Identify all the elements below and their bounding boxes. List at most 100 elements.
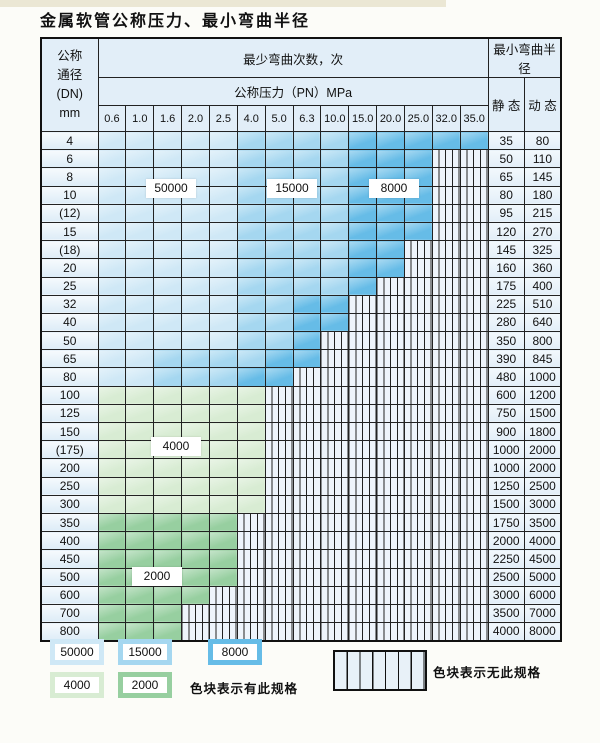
spec-cell-2000 bbox=[181, 567, 210, 587]
static-radius-value: 280 bbox=[487, 312, 525, 333]
dn-label: 200 bbox=[40, 458, 99, 478]
table-row: 200 1000 2000 bbox=[40, 458, 562, 478]
no-spec-cell bbox=[376, 403, 405, 424]
static-radius-value: 1750 bbox=[487, 512, 525, 533]
no-spec-cell bbox=[292, 494, 322, 514]
spec-cell-50000 bbox=[97, 203, 127, 223]
pressure-tick: 15.0 bbox=[348, 105, 378, 132]
spec-cell-15000 bbox=[236, 221, 266, 242]
spec-cell-50000 bbox=[181, 221, 210, 242]
dn-label: 40 bbox=[40, 312, 99, 333]
dn-label: 300 bbox=[40, 494, 99, 514]
spec-cell-50000 bbox=[97, 349, 127, 369]
table-row: 500 2500 5000 bbox=[40, 567, 562, 587]
static-radius-value: 50 bbox=[487, 149, 525, 169]
no-spec-cell bbox=[459, 403, 489, 424]
spec-cell-15000 bbox=[236, 149, 266, 169]
spec-cell-8000 bbox=[348, 221, 378, 242]
spec-cell-4000 bbox=[153, 385, 183, 405]
no-spec-cell bbox=[459, 349, 489, 369]
no-spec-cell bbox=[431, 349, 461, 369]
spec-cell-50000 bbox=[181, 203, 210, 223]
legend-no-spec-text: 色块表示无此规格 bbox=[433, 666, 542, 680]
no-spec-cell bbox=[292, 512, 322, 533]
legend-has-spec-text: 色块表示有此规格 bbox=[190, 682, 299, 696]
no-spec-cell bbox=[264, 476, 294, 496]
no-spec-cell bbox=[459, 531, 489, 551]
no-spec-cell bbox=[459, 549, 489, 569]
no-spec-cell bbox=[403, 294, 433, 314]
spec-cell-50000 bbox=[97, 312, 127, 333]
spec-cell-15000 bbox=[264, 240, 294, 260]
spec-cell-4000 bbox=[125, 440, 155, 460]
spec-cell-50000 bbox=[97, 221, 127, 242]
spec-cell-4000 bbox=[236, 440, 266, 460]
dn-header-line2: 通径 bbox=[57, 68, 83, 82]
spec-cell-15000 bbox=[264, 203, 294, 223]
spec-cell-15000 bbox=[153, 367, 183, 387]
no-spec-cell bbox=[292, 549, 322, 569]
spec-cell-50000 bbox=[208, 149, 238, 169]
spec-cell-50000 bbox=[181, 149, 210, 169]
static-radius-value: 600 bbox=[487, 385, 525, 405]
table-row: (18) 145 325 bbox=[40, 240, 562, 260]
dynamic-radius-value: 215 bbox=[523, 203, 562, 223]
static-radius-value: 2000 bbox=[487, 531, 525, 551]
static-radius-value: 120 bbox=[487, 221, 525, 242]
table-row: 65 390 845 bbox=[40, 349, 562, 369]
dn-label: 65 bbox=[40, 349, 99, 369]
no-spec-cell bbox=[376, 549, 405, 569]
spec-cell-50000 bbox=[153, 221, 183, 242]
spec-cell-4000 bbox=[153, 421, 183, 442]
spec-cell-8000 bbox=[403, 149, 433, 169]
no-spec-cell bbox=[320, 349, 350, 369]
spec-cell-4000 bbox=[208, 421, 238, 442]
pressure-tick: 2.5 bbox=[208, 105, 238, 132]
spec-cell-50000 bbox=[208, 185, 238, 205]
no-spec-cell bbox=[403, 403, 433, 424]
no-spec-cell bbox=[431, 221, 461, 242]
no-spec-cell bbox=[459, 294, 489, 314]
no-spec-cell bbox=[403, 531, 433, 551]
static-radius-value: 35 bbox=[487, 130, 525, 151]
cycles-label-4000: 4000 bbox=[151, 437, 201, 456]
table-row: 700 3500 7000 bbox=[40, 603, 562, 624]
no-spec-cell bbox=[431, 185, 461, 205]
spec-cell-15000 bbox=[236, 167, 266, 187]
spec-cell-8000 bbox=[403, 203, 433, 223]
no-spec-cell bbox=[292, 421, 322, 442]
page-title: 金属软管公称压力、最小弯曲半径 bbox=[40, 11, 311, 30]
no-spec-cell bbox=[431, 385, 461, 405]
dynamic-radius-value: 1200 bbox=[523, 385, 562, 405]
table-row: 350 1750 3500 bbox=[40, 512, 562, 533]
static-radius-value: 480 bbox=[487, 367, 525, 387]
dynamic-radius-value: 800 bbox=[523, 331, 562, 351]
spec-cell-8000 bbox=[292, 349, 322, 369]
no-spec-cell bbox=[320, 331, 350, 351]
no-spec-cell bbox=[376, 458, 405, 478]
spec-cell-4000 bbox=[97, 385, 127, 405]
no-spec-cell bbox=[320, 421, 350, 442]
static-radius-value: 160 bbox=[487, 258, 525, 278]
spec-cell-8000 bbox=[376, 258, 405, 278]
dynamic-radius-value: 180 bbox=[523, 185, 562, 205]
spec-cell-15000 bbox=[264, 276, 294, 296]
spec-cell-2000 bbox=[97, 603, 127, 624]
spec-cell-50000 bbox=[97, 276, 127, 296]
spec-cell-8000 bbox=[376, 149, 405, 169]
no-spec-cell bbox=[376, 349, 405, 369]
no-spec-cell bbox=[459, 276, 489, 296]
static-radius-value: 1250 bbox=[487, 476, 525, 496]
dynamic-radius-value: 845 bbox=[523, 349, 562, 369]
legend-swatch-label: 4000 bbox=[55, 677, 99, 693]
spec-cell-15000 bbox=[208, 367, 238, 387]
no-spec-cell bbox=[403, 312, 433, 333]
no-spec-cell bbox=[208, 585, 238, 605]
dynamic-radius-value: 325 bbox=[523, 240, 562, 260]
no-spec-cell bbox=[403, 258, 433, 278]
no-spec-cell bbox=[264, 585, 294, 605]
no-spec-cell bbox=[431, 203, 461, 223]
spec-cell-50000 bbox=[208, 221, 238, 242]
no-spec-cell bbox=[431, 567, 461, 587]
static-radius-value: 2500 bbox=[487, 567, 525, 587]
